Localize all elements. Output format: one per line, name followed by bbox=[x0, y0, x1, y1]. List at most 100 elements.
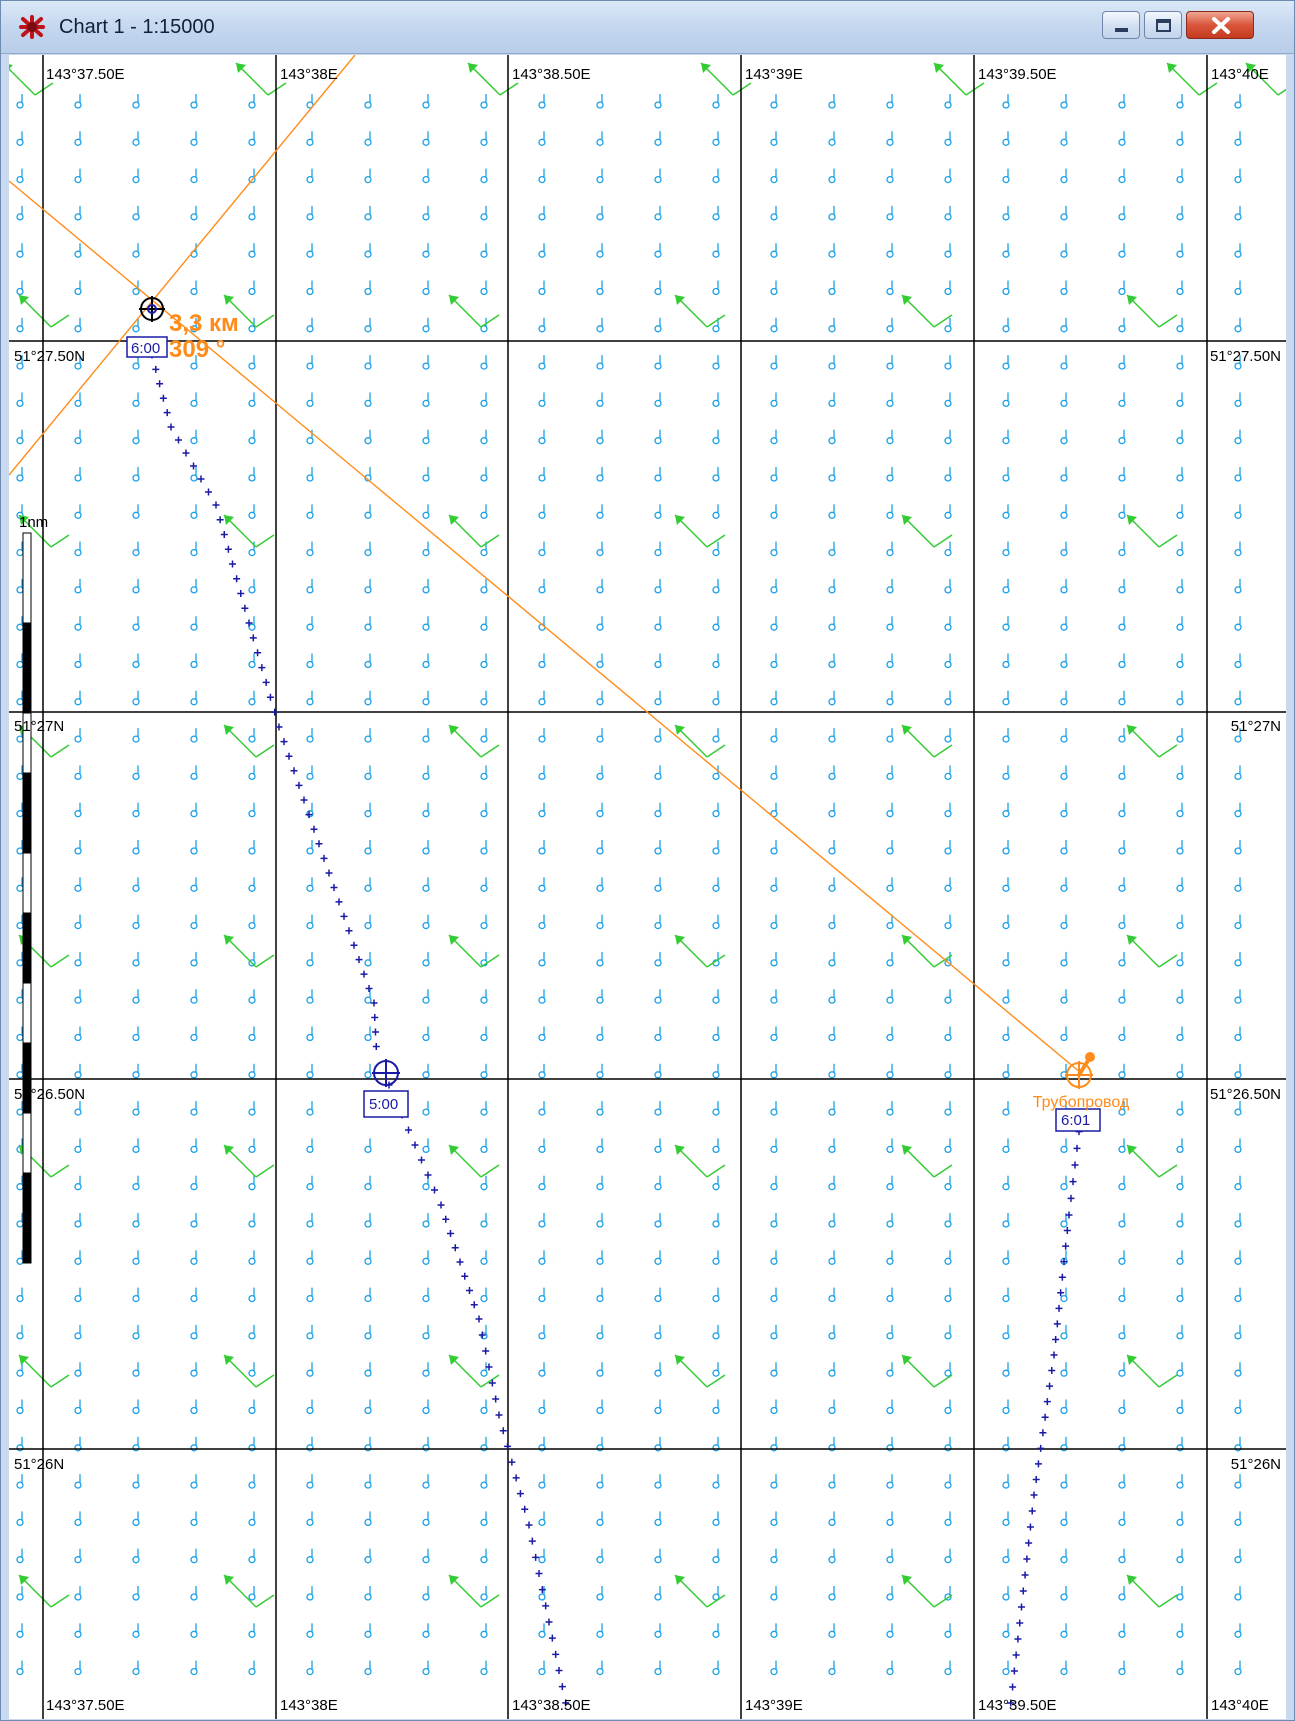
current-symbol bbox=[944, 429, 952, 445]
current-symbol bbox=[306, 504, 314, 519]
track-time-box[interactable] bbox=[126, 336, 168, 358]
current-symbol bbox=[248, 1138, 256, 1154]
grid-labels-layer: 143°37.50E 143°38E 143°38.50E 143°39E 14… bbox=[14, 66, 1281, 1714]
current-symbol bbox=[74, 1548, 82, 1564]
current-symbol bbox=[770, 541, 778, 557]
markers-layer[interactable]: 3,3 км 309 ° 6:00 5:00 6:01 bbox=[126, 296, 1130, 1132]
vessel-target-marker[interactable] bbox=[139, 296, 165, 322]
current-symbol bbox=[480, 131, 488, 146]
current-symbol bbox=[1002, 690, 1010, 706]
current-symbol bbox=[248, 205, 256, 221]
current-symbol bbox=[16, 653, 24, 669]
current-symbol bbox=[944, 914, 952, 930]
current-symbol bbox=[654, 1250, 662, 1265]
current-symbol bbox=[1234, 205, 1242, 221]
current-symbol bbox=[306, 1660, 314, 1676]
target-marker[interactable] bbox=[372, 1059, 400, 1087]
current-symbol bbox=[944, 168, 952, 184]
wind-arrow bbox=[1126, 294, 1178, 328]
track-time-label: 6:01 bbox=[1061, 1112, 1090, 1129]
current-symbol bbox=[16, 205, 24, 221]
current-symbol bbox=[538, 951, 546, 967]
track-time-box[interactable] bbox=[1055, 1108, 1101, 1132]
current-symbol bbox=[538, 1362, 546, 1377]
current-symbol bbox=[538, 578, 546, 594]
current-symbol bbox=[828, 1436, 836, 1452]
current-symbol bbox=[770, 1250, 778, 1265]
track-point bbox=[1014, 1635, 1022, 1643]
current-symbol bbox=[132, 1287, 140, 1303]
current-symbol bbox=[364, 1586, 372, 1601]
current-symbol bbox=[538, 1511, 546, 1527]
current-symbol bbox=[596, 616, 604, 631]
track-point bbox=[197, 475, 205, 483]
current-symbol bbox=[770, 94, 778, 109]
current-symbol bbox=[364, 1474, 372, 1489]
top-longitude-label: 143°37.50E bbox=[46, 66, 125, 83]
minimize-button[interactable] bbox=[1102, 11, 1140, 39]
current-symbol bbox=[1234, 1660, 1242, 1676]
current-symbol bbox=[596, 1474, 604, 1489]
current-symbol bbox=[538, 1101, 546, 1116]
track-point bbox=[1025, 1539, 1033, 1547]
current-symbol bbox=[190, 1063, 198, 1079]
chart-map[interactable]: 1nm 143°37.50E 143°38E 143°38.50E 143°39… bbox=[9, 55, 1286, 1719]
current-symbol bbox=[1060, 1660, 1068, 1676]
current-symbol bbox=[422, 1101, 430, 1116]
current-symbol bbox=[364, 1399, 372, 1415]
current-symbol bbox=[364, 653, 372, 669]
current-symbol bbox=[1118, 802, 1126, 818]
current-symbol bbox=[422, 1586, 430, 1601]
track-point bbox=[466, 1287, 473, 1294]
track-point bbox=[542, 1602, 550, 1610]
current-symbol bbox=[364, 1063, 372, 1079]
current-symbol bbox=[364, 1436, 372, 1452]
current-symbol bbox=[306, 802, 314, 818]
current-symbol bbox=[248, 1586, 256, 1601]
track-point bbox=[1037, 1444, 1045, 1452]
current-symbol bbox=[422, 1399, 430, 1415]
current-symbol bbox=[422, 1511, 430, 1527]
current-symbol bbox=[654, 728, 662, 743]
track-point bbox=[1030, 1491, 1038, 1499]
current-symbol bbox=[248, 1250, 256, 1265]
current-symbol bbox=[480, 1250, 488, 1265]
maximize-button[interactable] bbox=[1144, 11, 1182, 39]
current-symbol bbox=[74, 392, 82, 408]
current-symbol bbox=[654, 1063, 662, 1079]
current-symbol bbox=[770, 392, 778, 408]
current-symbol bbox=[422, 168, 430, 184]
current-symbol bbox=[16, 392, 24, 408]
close-button[interactable] bbox=[1186, 11, 1254, 39]
current-symbol bbox=[364, 504, 372, 519]
current-symbol bbox=[596, 1660, 604, 1676]
current-symbol bbox=[712, 765, 720, 781]
wind-arrow bbox=[1126, 1574, 1178, 1608]
current-symbol bbox=[190, 205, 198, 221]
track-point bbox=[512, 1474, 520, 1482]
current-symbol bbox=[944, 1026, 952, 1042]
top-longitude-label: 143°40E bbox=[1211, 66, 1269, 83]
current-symbol bbox=[1060, 951, 1068, 967]
current-symbol bbox=[712, 1101, 720, 1116]
current-symbol bbox=[306, 280, 314, 296]
current-symbol bbox=[132, 467, 140, 482]
current-symbol bbox=[770, 243, 778, 258]
current-symbol bbox=[1060, 1175, 1068, 1191]
current-symbol bbox=[712, 467, 720, 482]
right-latitude-label: 51°27N bbox=[1231, 718, 1281, 735]
current-symbol bbox=[596, 429, 604, 445]
pipeline-marker[interactable] bbox=[1065, 1052, 1095, 1089]
current-symbol bbox=[132, 1213, 140, 1228]
title-bar[interactable]: Chart 1 - 1:15000 bbox=[1, 1, 1294, 54]
chart-canvas[interactable]: 1nm 143°37.50E 143°38E 143°38.50E 143°39… bbox=[9, 55, 1286, 1719]
current-symbol bbox=[828, 802, 836, 818]
current-symbol bbox=[132, 1026, 140, 1042]
current-symbol bbox=[828, 243, 836, 258]
wind-arrow bbox=[223, 514, 275, 548]
current-symbol bbox=[886, 1586, 894, 1601]
current-symbol bbox=[944, 989, 952, 1004]
current-symbol bbox=[1002, 1399, 1010, 1415]
current-symbol bbox=[248, 1175, 256, 1191]
track-time-box[interactable] bbox=[363, 1090, 409, 1118]
